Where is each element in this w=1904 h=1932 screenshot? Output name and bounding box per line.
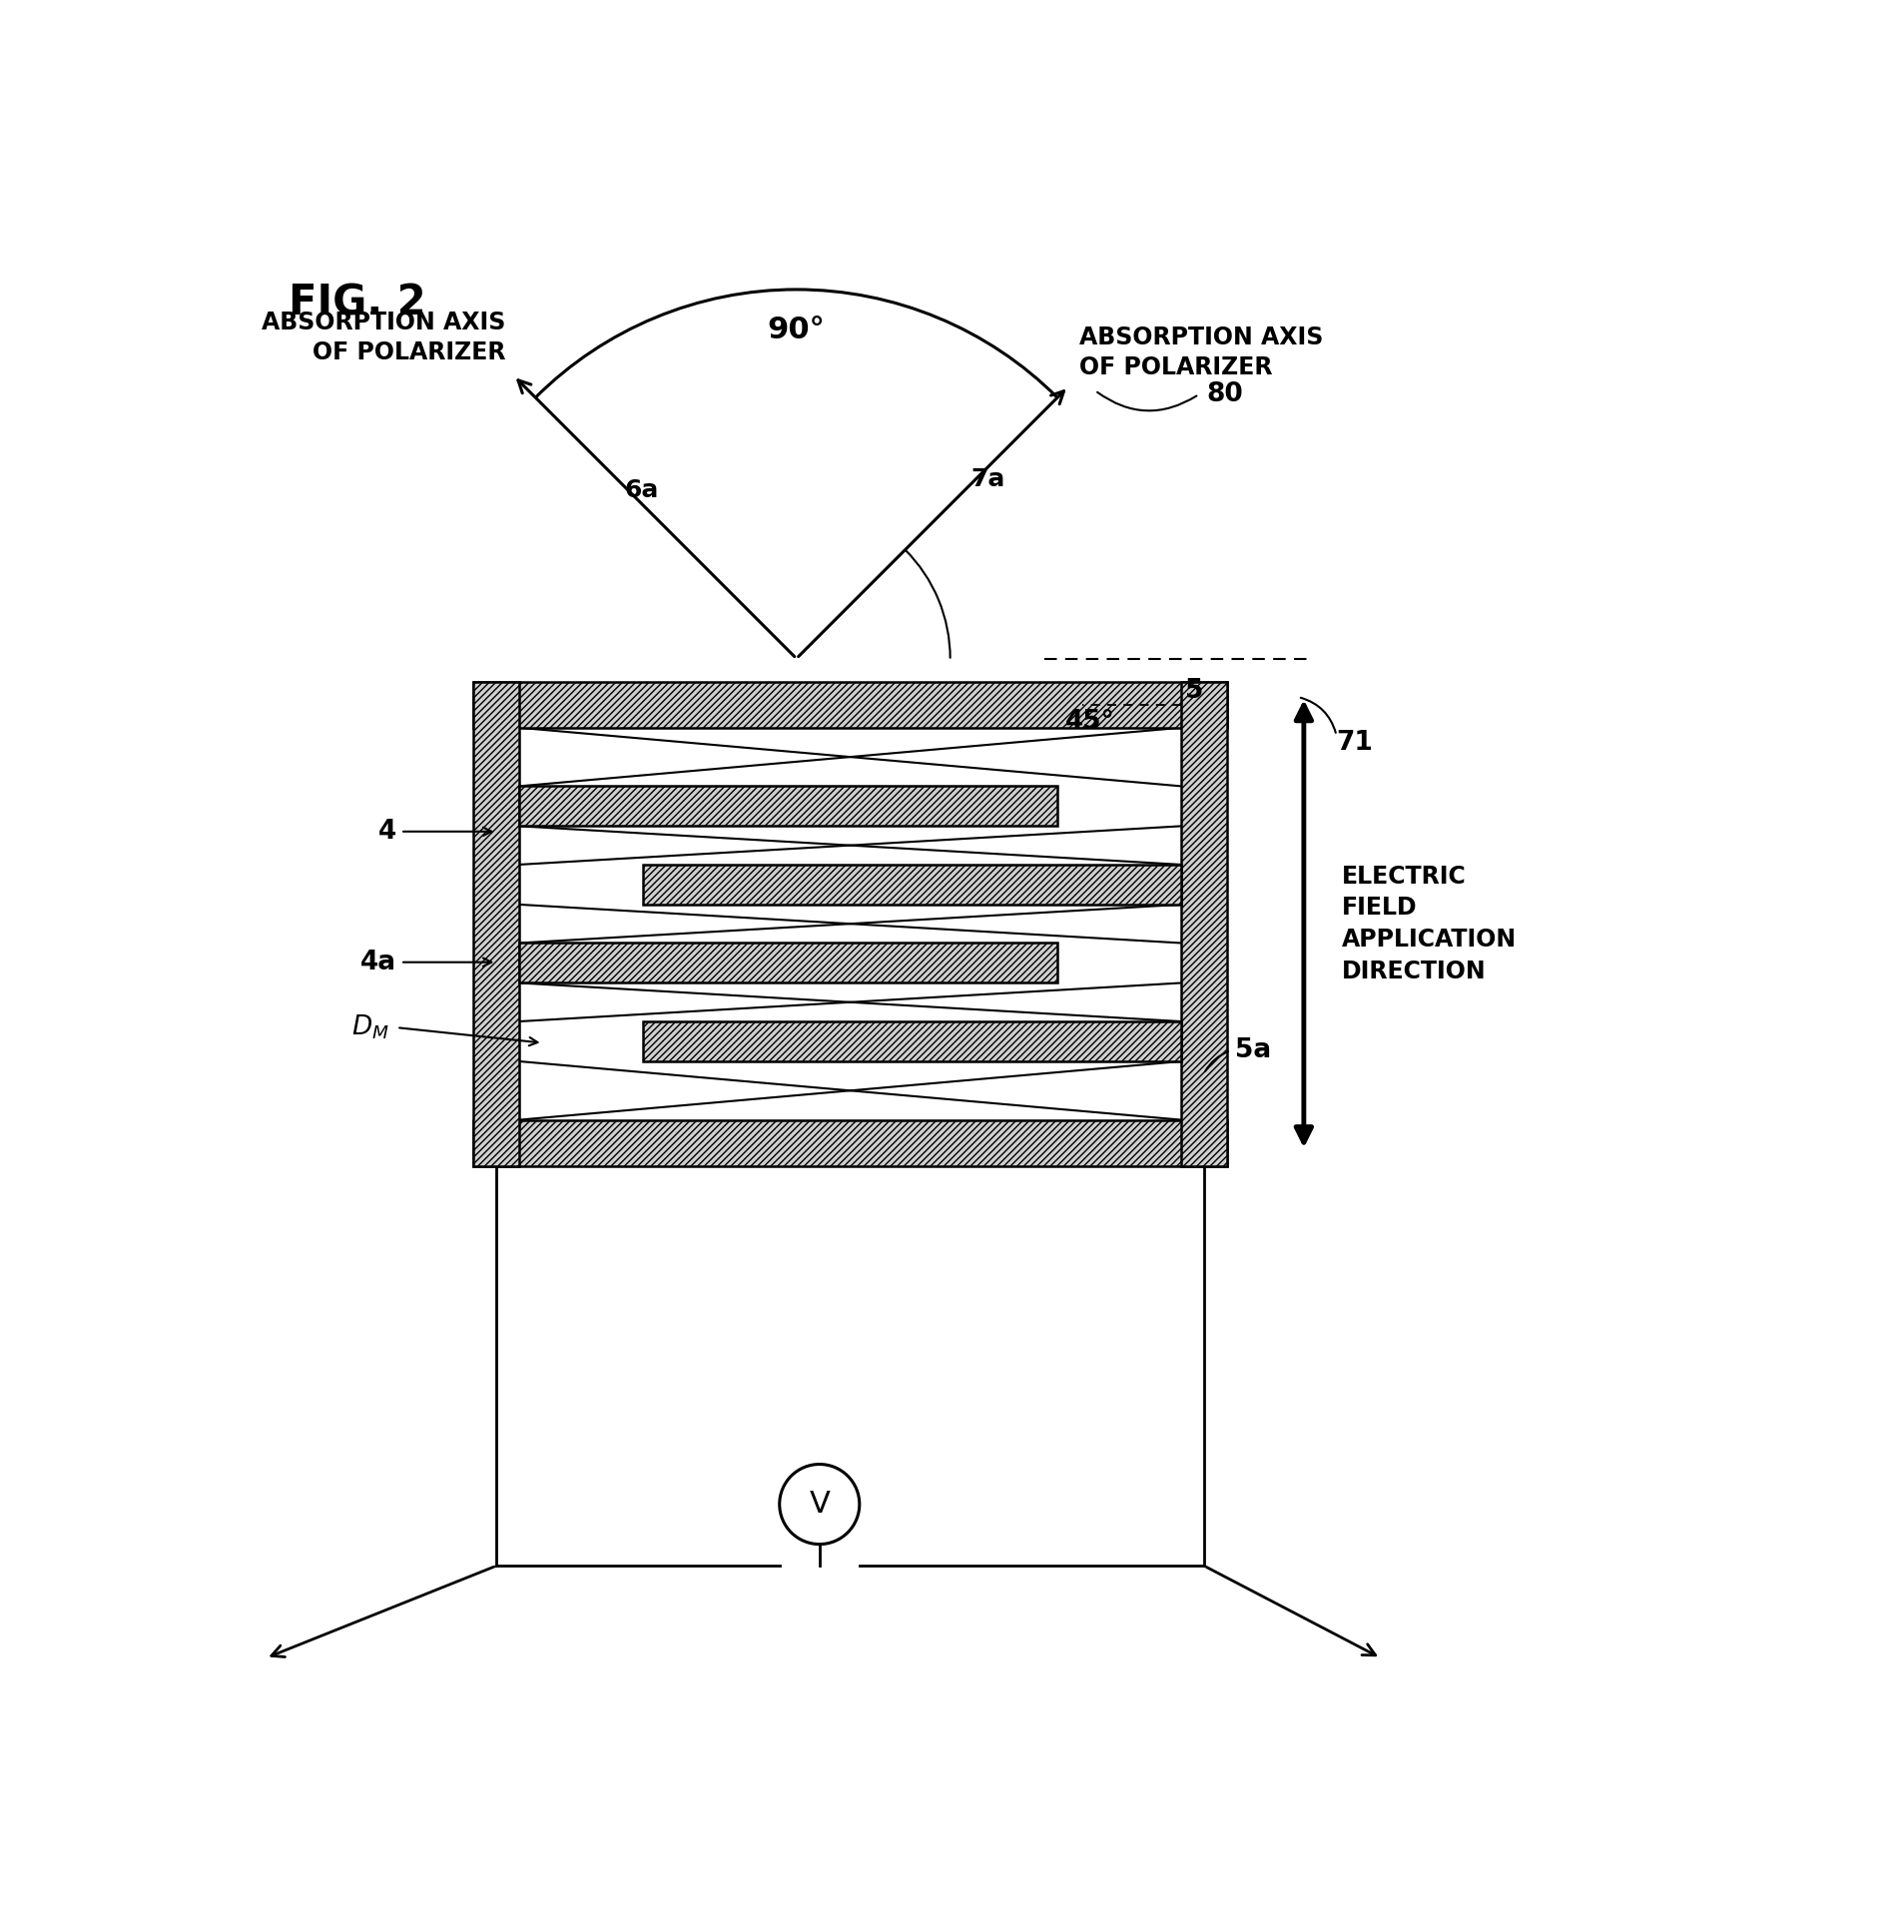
Text: 4a: 4a <box>360 949 396 976</box>
Text: ABSORPTION AXIS
OF POLARIZER: ABSORPTION AXIS OF POLARIZER <box>263 311 506 365</box>
Text: ELECTRIC
FIELD
APPLICATION
DIRECTION: ELECTRIC FIELD APPLICATION DIRECTION <box>1342 864 1516 983</box>
Text: ABSORPTION AXIS
OF POLARIZER: ABSORPTION AXIS OF POLARIZER <box>1080 325 1323 379</box>
Text: 90°: 90° <box>767 317 824 344</box>
Text: 5a: 5a <box>1234 1037 1270 1065</box>
Text: FIG. 2: FIG. 2 <box>289 282 426 325</box>
Bar <box>520 786 1057 827</box>
Circle shape <box>779 1464 859 1544</box>
Bar <box>642 864 1180 904</box>
Text: 45°: 45° <box>1064 709 1114 734</box>
Text: V: V <box>809 1490 830 1519</box>
Text: 4: 4 <box>379 819 396 844</box>
Text: 5: 5 <box>1184 678 1201 703</box>
Bar <box>474 682 520 1165</box>
Text: 71: 71 <box>1337 730 1373 755</box>
Bar <box>520 943 1057 983</box>
Bar <box>642 1022 1180 1061</box>
Text: 80: 80 <box>1205 381 1243 408</box>
Text: 6a: 6a <box>625 479 659 502</box>
Text: $D_M$: $D_M$ <box>350 1012 388 1041</box>
Bar <box>474 1121 1226 1165</box>
Bar <box>474 682 1226 728</box>
Text: 7a: 7a <box>971 468 1005 491</box>
Bar <box>1180 682 1226 1165</box>
